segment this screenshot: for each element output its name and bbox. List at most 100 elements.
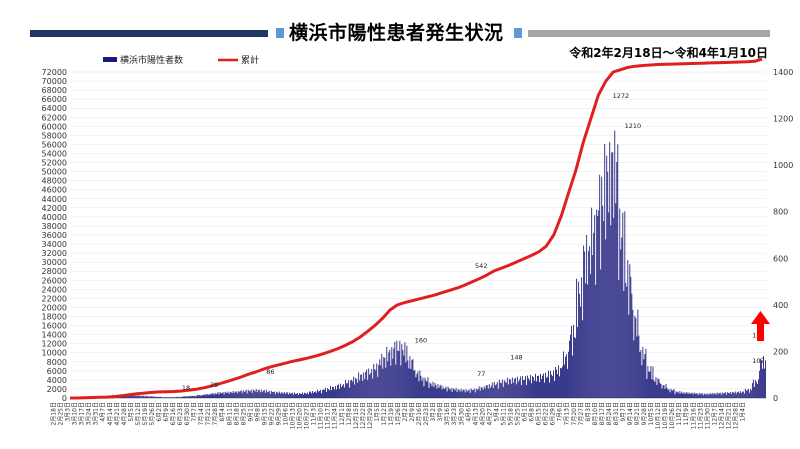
- bar: [619, 208, 621, 398]
- bar: [465, 389, 467, 398]
- x-tick: 5月4日: [493, 402, 500, 422]
- x-tick: 5月12日: [135, 402, 142, 425]
- header-accent-right: [514, 28, 522, 38]
- bar: [139, 396, 141, 398]
- bar: [181, 396, 183, 398]
- bar: [371, 368, 373, 398]
- bar: [346, 383, 348, 398]
- bar: [753, 386, 755, 398]
- bar: [440, 384, 442, 398]
- bar: [669, 392, 671, 398]
- bar: [281, 392, 283, 398]
- bar: [644, 354, 646, 398]
- bar: [652, 366, 654, 398]
- bar: [755, 381, 757, 398]
- bar: [646, 378, 648, 398]
- bar: [664, 388, 666, 398]
- bar: [342, 385, 344, 398]
- bar: [358, 372, 360, 398]
- x-tick: 7月21日: [205, 402, 212, 425]
- bar: [638, 335, 640, 398]
- bar: [243, 391, 245, 398]
- x-tick: 6月23日: [177, 402, 184, 425]
- data-label: 86: [266, 368, 274, 376]
- bar: [361, 374, 363, 398]
- bar: [338, 384, 340, 398]
- legend: 横浜市陽性者数 累計: [103, 54, 259, 66]
- bar: [451, 391, 453, 398]
- bar: [325, 387, 326, 398]
- bar: [757, 379, 759, 398]
- y-left-tick: 52000: [42, 159, 67, 168]
- bar: [416, 373, 418, 398]
- bar: [344, 387, 346, 398]
- bar: [710, 394, 712, 398]
- bar: [467, 390, 469, 398]
- bar: [429, 382, 431, 398]
- bar: [612, 152, 614, 398]
- bar: [541, 379, 542, 398]
- bar: [251, 392, 253, 398]
- x-tick: 6月8日: [529, 402, 536, 422]
- bar: [689, 394, 691, 398]
- bar: [431, 386, 433, 398]
- bar: [230, 392, 232, 398]
- bar: [184, 396, 186, 398]
- x-tick: 11月9日: [683, 402, 690, 425]
- y-right-tick: 200: [773, 347, 788, 356]
- bar: [610, 225, 612, 398]
- bar: [336, 389, 338, 398]
- x-tick: 4月14日: [107, 402, 114, 425]
- bar: [676, 392, 678, 398]
- bar: [326, 391, 327, 398]
- bar: [602, 205, 604, 398]
- bar: [132, 394, 134, 398]
- bar: [540, 373, 541, 398]
- x-tick: 4月6日: [465, 402, 472, 422]
- x-tick: 6月1日: [522, 402, 529, 422]
- bar: [424, 377, 426, 398]
- bar: [418, 381, 420, 398]
- bar: [598, 210, 600, 398]
- bar: [606, 155, 608, 398]
- bar: [538, 375, 539, 398]
- bar: [748, 392, 750, 398]
- bar: [488, 384, 490, 398]
- x-tick: 11月3日: [311, 402, 318, 425]
- bar: [450, 387, 452, 398]
- bar: [350, 380, 352, 398]
- bar: [617, 144, 619, 398]
- bar: [396, 340, 398, 398]
- bar: [196, 394, 198, 398]
- bar: [754, 380, 756, 398]
- bar: [453, 389, 455, 398]
- bar: [290, 393, 292, 398]
- y-left-tick: 42000: [42, 204, 67, 213]
- bar: [749, 388, 751, 398]
- bar: [248, 390, 250, 398]
- bar: [651, 379, 653, 398]
- bar: [348, 380, 350, 398]
- bar: [550, 370, 551, 398]
- bar: [508, 379, 510, 398]
- bar: [588, 250, 590, 398]
- bar: [318, 391, 319, 398]
- y-right-axis: 0 200 400 600 800 1000 1200 1400: [773, 68, 793, 403]
- bar: [202, 395, 204, 398]
- bar: [153, 396, 155, 398]
- bar: [445, 386, 447, 398]
- bar: [334, 389, 335, 398]
- bar: [260, 389, 262, 398]
- bar: [696, 393, 698, 398]
- bar: [520, 385, 522, 398]
- bar: [234, 391, 236, 398]
- bar: [407, 360, 409, 398]
- x-tick: 4月13日: [472, 402, 479, 425]
- bar: [209, 393, 211, 398]
- bar: [404, 342, 406, 398]
- bar: [307, 392, 308, 398]
- x-tick: 3月2日: [430, 402, 437, 422]
- bar: [141, 396, 143, 398]
- bar: [556, 369, 557, 398]
- x-tick: 3月16日: [444, 402, 451, 425]
